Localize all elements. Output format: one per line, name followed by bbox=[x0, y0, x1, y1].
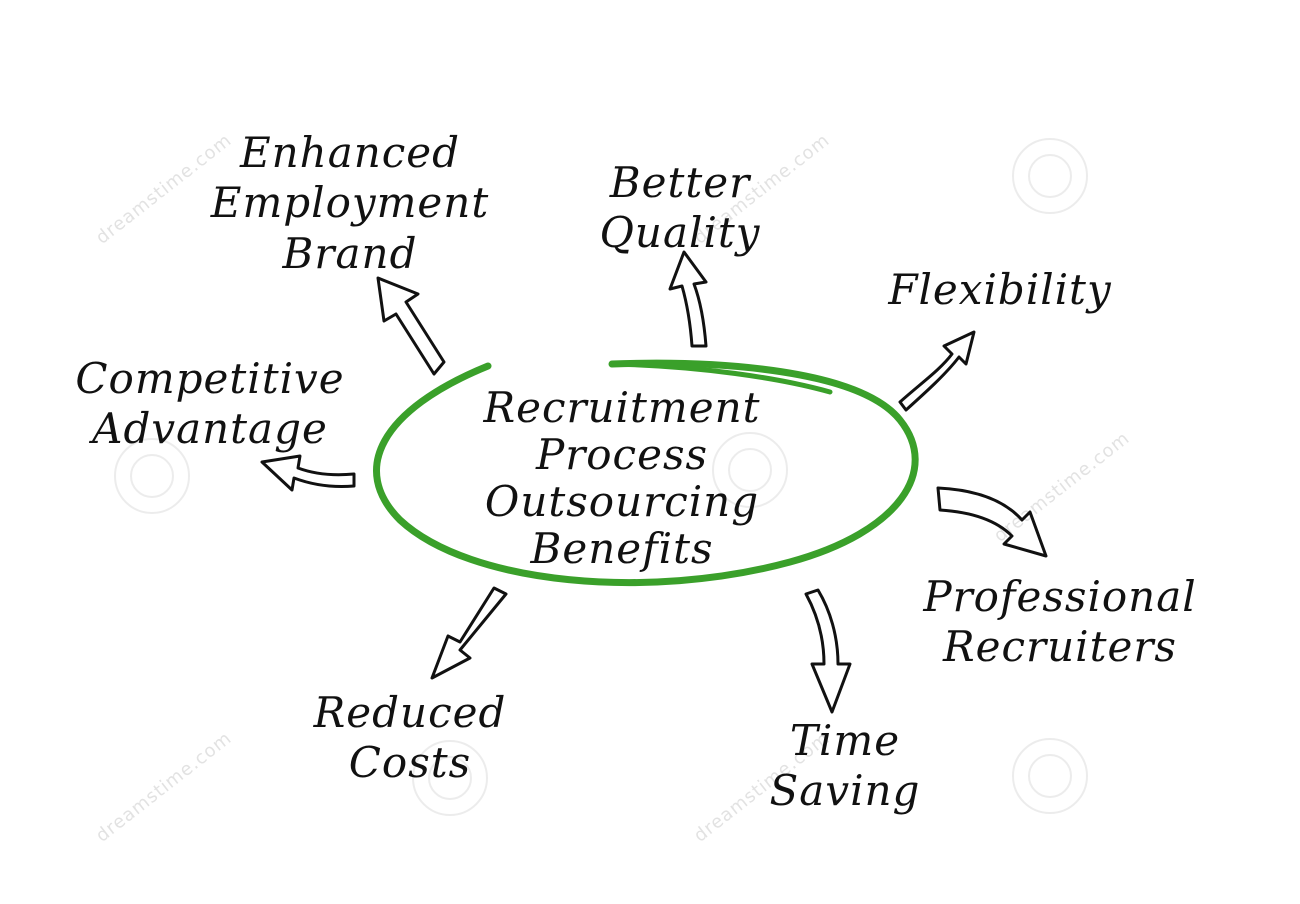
benefit-label-line: Advantage bbox=[92, 404, 328, 454]
benefit-label-line: Costs bbox=[348, 738, 472, 788]
arrow-to-time-saving bbox=[804, 588, 852, 714]
benefit-label-line: Quality bbox=[599, 208, 761, 258]
benefit-label-line: Competitive bbox=[75, 354, 345, 403]
benefit-label-line: Professional bbox=[923, 572, 1197, 621]
benefit-enhanced-employment-brand: Enhanced Employment Brand bbox=[180, 128, 520, 279]
benefit-label-line: Enhanced bbox=[239, 128, 461, 177]
benefit-label-line: Flexibility bbox=[888, 265, 1112, 314]
center-ring bbox=[373, 359, 919, 587]
benefit-label-line: Saving bbox=[769, 766, 921, 816]
center-title-line: Outsourcing bbox=[484, 477, 760, 527]
center-title: Recruitment Process Outsourcing Benefits bbox=[452, 384, 792, 572]
benefit-label-line: Better bbox=[609, 158, 751, 207]
benefit-label-line: Brand bbox=[282, 228, 418, 278]
arrow-to-enhanced-employment-brand bbox=[376, 276, 446, 376]
benefit-better-quality: Better Quality bbox=[560, 158, 800, 259]
watermark-logo-icon bbox=[412, 740, 488, 816]
center-title-line: Process bbox=[535, 430, 709, 480]
center-ring-overlap bbox=[609, 361, 833, 395]
watermark-logo-icon bbox=[114, 438, 190, 514]
arrow-to-reduced-costs bbox=[430, 586, 508, 680]
arrow-to-better-quality bbox=[668, 250, 708, 348]
benefit-flexibility: Flexibility bbox=[850, 265, 1150, 314]
benefit-label-line: Reduced bbox=[313, 688, 507, 737]
arrow-to-competitive-advantage bbox=[260, 454, 356, 492]
arrow-to-flexibility bbox=[898, 330, 976, 412]
benefit-label-line: Time bbox=[789, 716, 901, 765]
benefit-reduced-costs: Reduced Costs bbox=[280, 688, 540, 789]
benefit-time-saving: Time Saving bbox=[730, 716, 960, 817]
center-title-line: Recruitment bbox=[483, 383, 761, 432]
benefit-label-line: Recruiters bbox=[943, 622, 1177, 672]
arrow-to-professional-recruiters bbox=[936, 486, 1048, 558]
watermark-logo-icon bbox=[712, 432, 788, 508]
benefit-competitive-advantage: Competitive Advantage bbox=[40, 354, 380, 455]
watermark-logo-icon bbox=[1012, 738, 1088, 814]
benefit-professional-recruiters: Professional Recruiters bbox=[880, 572, 1240, 673]
watermark-logo-icon bbox=[1012, 138, 1088, 214]
benefit-label-line: Employment bbox=[210, 178, 490, 228]
center-title-line: Benefits bbox=[530, 524, 714, 574]
